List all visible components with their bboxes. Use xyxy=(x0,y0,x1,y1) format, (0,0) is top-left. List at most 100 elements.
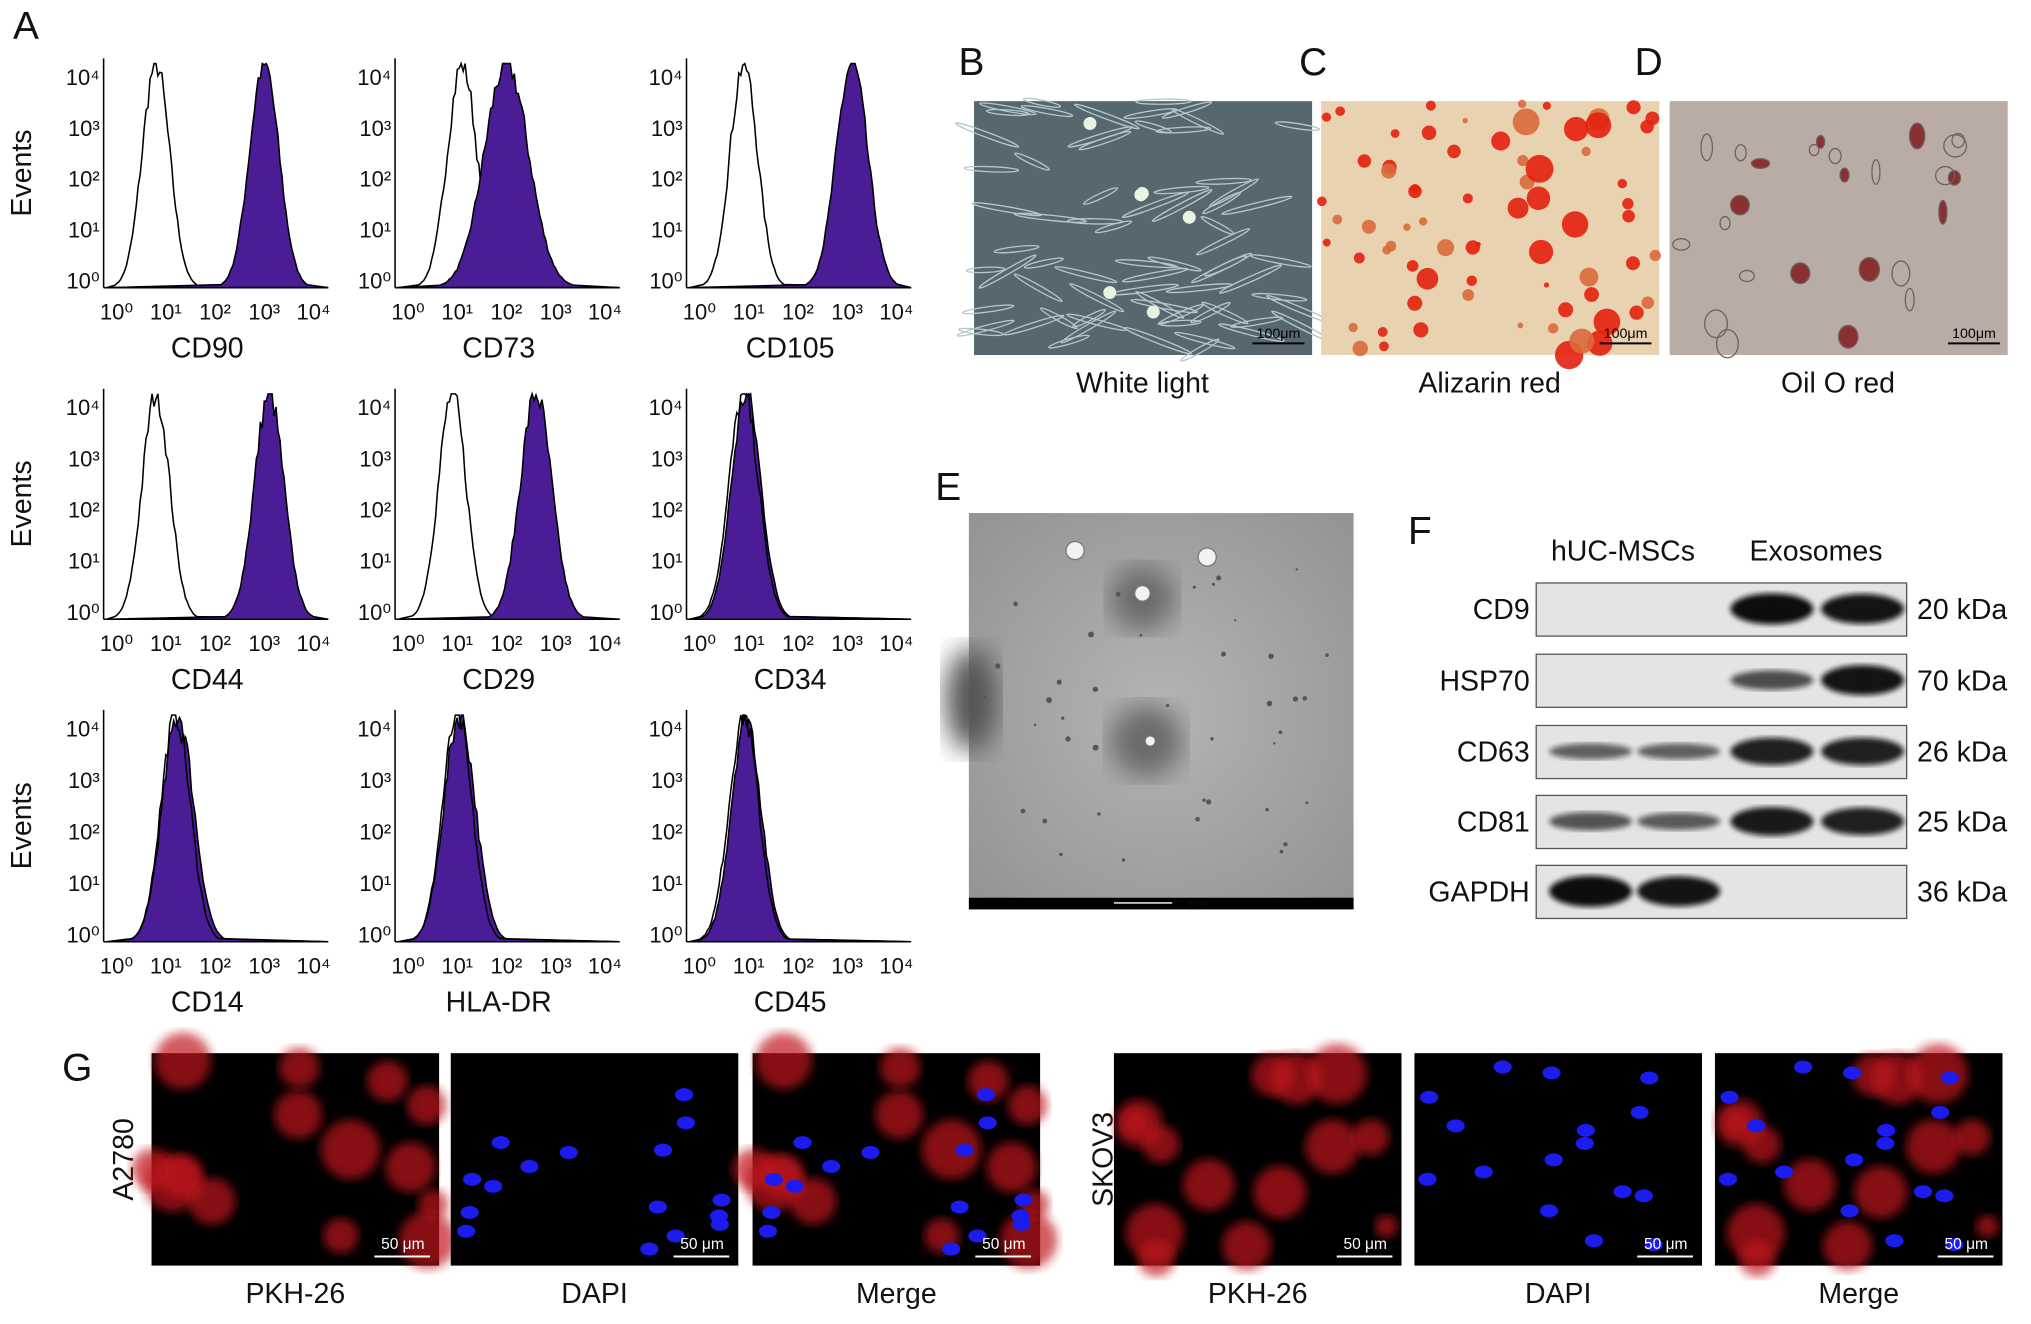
stain xyxy=(1581,146,1591,157)
nucleus xyxy=(1885,1234,1904,1248)
protein-label: CD9 xyxy=(1473,594,1530,626)
particle xyxy=(1216,575,1222,581)
bright-cell xyxy=(1146,305,1160,319)
x-tick-label: 10² xyxy=(199,631,231,656)
cell xyxy=(1082,187,1119,205)
particle xyxy=(1056,679,1062,685)
stain xyxy=(1563,116,1589,142)
x-tick-label: 10¹ xyxy=(733,299,765,324)
nucleus xyxy=(955,1143,974,1157)
cell xyxy=(1938,199,1948,225)
cell xyxy=(1230,316,1283,328)
nucleus xyxy=(653,1143,673,1157)
cell xyxy=(1054,266,1118,284)
stain xyxy=(1517,322,1524,329)
nucleus xyxy=(1877,1123,1896,1137)
blot-row: HSP70 70 kDa xyxy=(1439,653,2007,708)
y-tick-label: 10⁴ xyxy=(649,395,683,420)
nucleus xyxy=(1940,1071,1959,1085)
red-signal xyxy=(398,1211,457,1269)
stain xyxy=(1525,154,1554,183)
nucleus xyxy=(559,1146,578,1159)
cell xyxy=(1135,98,1192,105)
caption: Merge xyxy=(856,1278,937,1310)
stain xyxy=(1322,238,1331,247)
sample-histogram xyxy=(398,391,620,621)
stain xyxy=(1321,112,1332,122)
particle xyxy=(1305,801,1309,805)
x-tick-label: 10¹ xyxy=(150,953,182,978)
y-tick-label: 10³ xyxy=(651,116,683,141)
control-histogram xyxy=(689,714,912,943)
cell xyxy=(1218,264,1283,294)
x-tick-label: 10³ xyxy=(540,299,572,324)
red-signal xyxy=(875,1090,924,1139)
y-axis-label: Events xyxy=(6,782,38,869)
sample-histogram xyxy=(106,715,329,943)
cell xyxy=(1251,292,1308,302)
particle xyxy=(1092,744,1099,751)
x-tick-label: 10³ xyxy=(831,953,863,978)
y-tick-label: 10⁴ xyxy=(649,65,683,90)
x-tick-label: 10⁰ xyxy=(683,299,716,324)
x-tick-label: 10⁴ xyxy=(879,299,913,324)
red-signal xyxy=(154,1032,212,1090)
nucleus xyxy=(1876,1136,1895,1150)
cell xyxy=(1048,334,1090,349)
nucleus xyxy=(460,1205,479,1219)
particle xyxy=(1020,808,1026,814)
nucleus xyxy=(1718,1172,1738,1186)
stain xyxy=(1462,193,1473,204)
panel-letter: E xyxy=(935,466,961,509)
nucleus xyxy=(1584,1234,1604,1248)
cell xyxy=(1837,324,1859,349)
size-label: 36 kDa xyxy=(1917,876,2007,908)
y-tick-label: 10¹ xyxy=(359,217,391,242)
stain xyxy=(1357,154,1372,168)
particle xyxy=(1059,852,1063,857)
y-tick-label: 10³ xyxy=(359,768,391,793)
scale-label: 50 μm xyxy=(1343,1236,1386,1253)
nucleus xyxy=(785,1179,805,1193)
band xyxy=(1549,743,1633,760)
stain xyxy=(1413,322,1429,338)
cell xyxy=(1013,273,1063,302)
stain xyxy=(1543,282,1550,288)
stain xyxy=(1447,144,1461,159)
stain xyxy=(1617,178,1628,189)
scale-label: 50 μm xyxy=(982,1236,1025,1253)
particle xyxy=(1121,858,1126,862)
x-tick-label: 10² xyxy=(782,299,814,324)
stain xyxy=(1377,327,1388,337)
nucleus xyxy=(822,1160,841,1173)
cell xyxy=(1135,291,1185,319)
stain xyxy=(1491,131,1511,151)
panel-letter: G xyxy=(62,1046,92,1089)
x-tick-label: 10⁰ xyxy=(100,631,133,656)
y-tick-label: 10¹ xyxy=(68,871,100,896)
x-tick-label: 10⁰ xyxy=(100,953,133,978)
stain xyxy=(1332,214,1343,225)
exosome xyxy=(1144,735,1157,747)
y-tick-label: 10³ xyxy=(359,446,391,471)
y-tick-label: 10² xyxy=(359,167,391,192)
particle xyxy=(1278,730,1283,735)
nucleus xyxy=(1544,1153,1563,1167)
cell xyxy=(1174,331,1236,350)
y-tick-label: 10⁰ xyxy=(358,922,391,947)
stain xyxy=(1348,322,1358,333)
band xyxy=(1730,806,1814,836)
y-tick-label: 10¹ xyxy=(359,549,391,574)
y-tick-label: 10² xyxy=(651,819,683,844)
nucleus xyxy=(1843,1066,1862,1080)
cell xyxy=(1121,267,1189,283)
cell xyxy=(1891,260,1911,287)
red-signal xyxy=(880,1047,921,1088)
red-signal xyxy=(1908,1043,1969,1104)
group-label: Exosomes xyxy=(1749,536,1882,568)
control-histogram xyxy=(398,714,620,943)
cell xyxy=(1069,283,1125,313)
cell xyxy=(1003,314,1065,336)
fluorescence-image: 50 μm xyxy=(1714,1043,2003,1277)
